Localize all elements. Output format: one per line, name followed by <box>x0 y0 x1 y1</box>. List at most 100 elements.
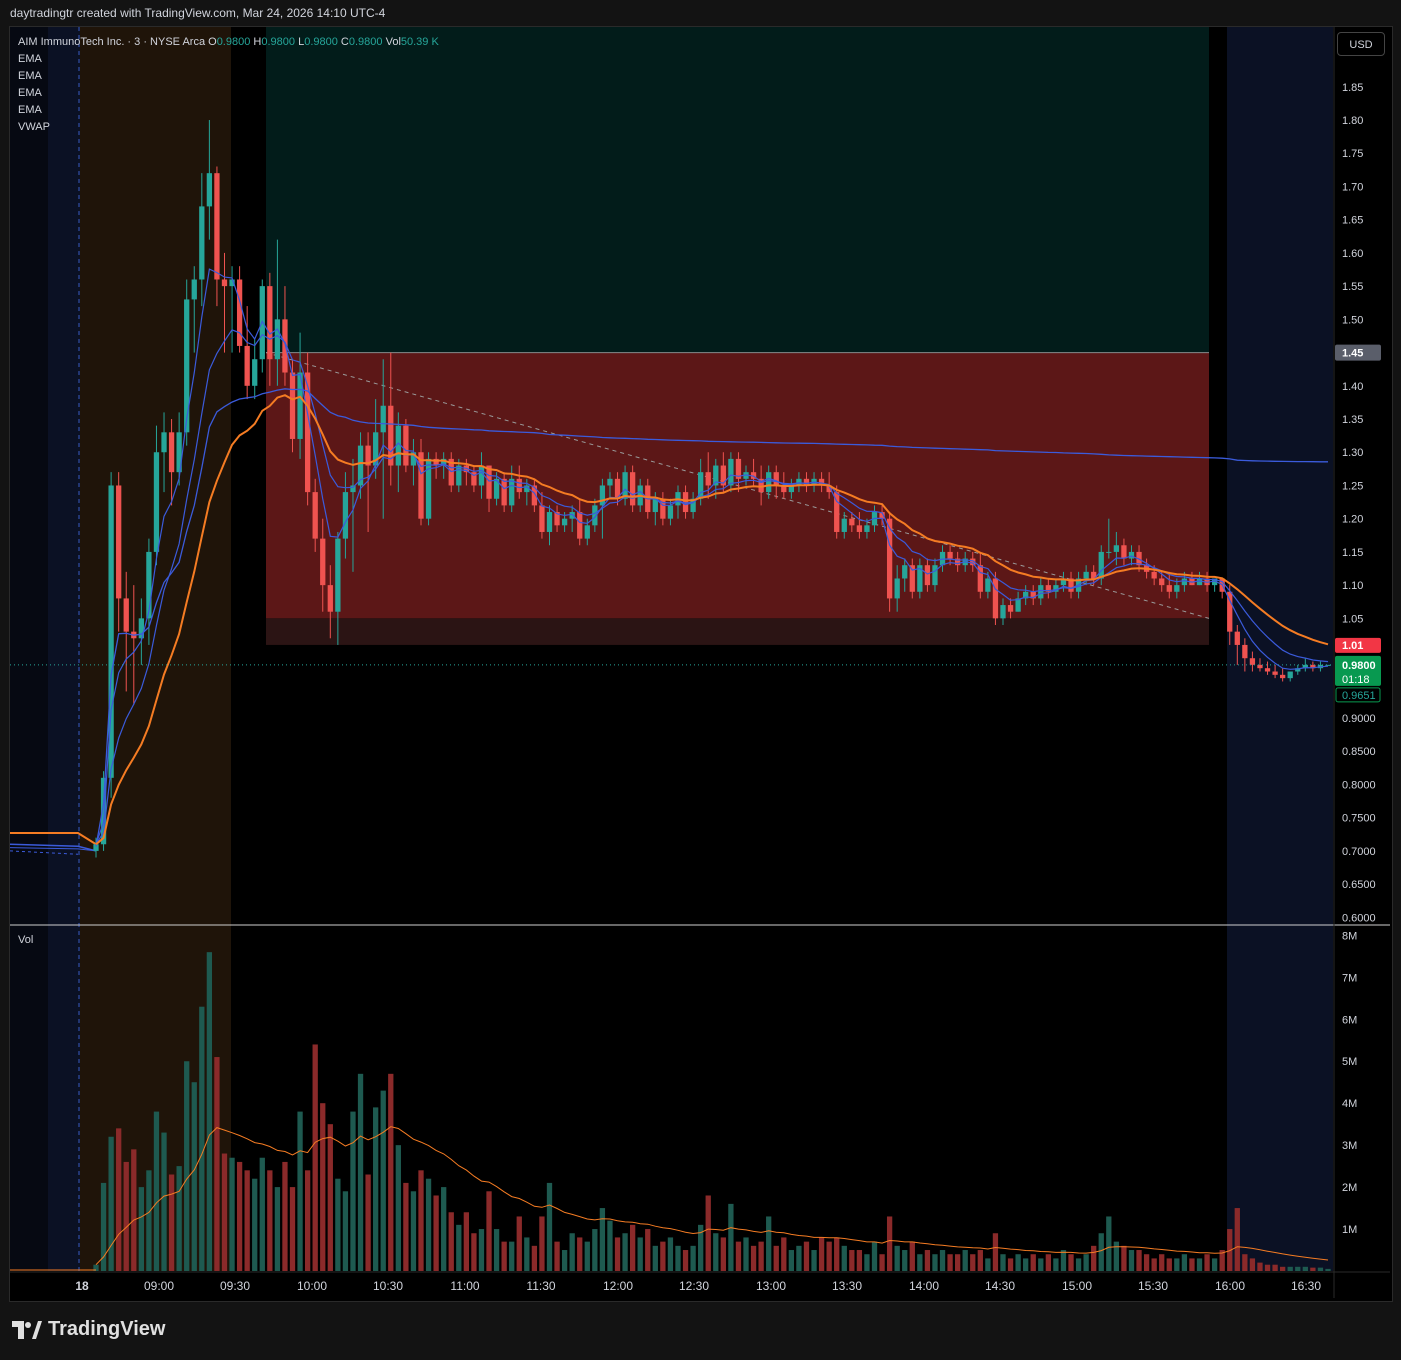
candle-body <box>146 551 152 619</box>
volume-bar <box>713 1233 719 1271</box>
candle-body <box>886 518 893 599</box>
candle-body <box>561 518 568 526</box>
candle-body <box>312 492 318 539</box>
candle-body <box>728 458 734 486</box>
volume-bar <box>977 1250 983 1271</box>
volume-bar <box>1264 1264 1271 1271</box>
volume-bar <box>1106 1216 1112 1271</box>
ohlc-row: AIM ImmunoTech Inc. · 3 · NYSE Arca O0.9… <box>18 34 439 51</box>
candle-body <box>1295 668 1301 672</box>
volume-bar <box>743 1237 749 1271</box>
candle-body <box>123 598 129 632</box>
volume-bar <box>1234 1208 1240 1271</box>
candle-body <box>191 279 197 300</box>
indicator-ema-2[interactable]: EMA <box>18 70 42 82</box>
volume-bar <box>637 1237 643 1271</box>
volume-bar <box>954 1254 961 1271</box>
price-tick-label: 1.75 <box>1342 148 1363 160</box>
price-tick-label: 1.80 <box>1342 115 1363 127</box>
volume-bar <box>947 1254 953 1271</box>
early-session-bg <box>10 27 48 1271</box>
candle-body <box>342 492 349 539</box>
volume-bar <box>864 1254 870 1271</box>
time-tick-label: 13:30 <box>832 1279 862 1293</box>
candle-body <box>599 485 606 506</box>
candle-body <box>909 565 915 592</box>
candle-body <box>554 512 560 526</box>
volume-ma-line <box>95 1126 1329 1266</box>
chart-attribution: daytradingtr created with TradingView.co… <box>10 6 386 20</box>
candle-body <box>924 565 931 586</box>
volume-bar <box>1083 1254 1089 1271</box>
candle-body <box>954 558 961 566</box>
volume-bar <box>214 1057 220 1271</box>
volume-bar <box>236 1161 243 1271</box>
candle-body <box>1113 545 1120 552</box>
volume-bar <box>199 1006 205 1271</box>
candle-body <box>1030 591 1036 599</box>
volume-bar <box>750 1245 757 1271</box>
low-value: 0.9800 <box>304 36 338 48</box>
candle-body <box>773 472 779 486</box>
volume-bar <box>773 1245 779 1271</box>
candle-body <box>947 551 953 559</box>
open-value: 0.9800 <box>216 36 251 48</box>
ema-fast-line <box>95 268 1329 845</box>
price-axis: 1.85 1.80 1.75 1.70 1.65 1.60 1.55 1.50 1.40 1.35… <box>1342 82 1376 925</box>
indicator-ema-1[interactable]: EMA <box>18 53 42 65</box>
volume-bar <box>357 1073 364 1271</box>
currency-button[interactable]: USD <box>1337 32 1385 56</box>
candle-body <box>100 777 107 845</box>
time-tick-label: 14:30 <box>985 1279 1015 1293</box>
candle-body <box>803 478 810 486</box>
candle-body <box>992 578 999 619</box>
price-tick-label: 1.55 <box>1342 281 1363 293</box>
brand-name: TradingView <box>48 1318 166 1340</box>
symbol-name[interactable]: AIM ImmunoTech Inc. · 3 · NYSE Arca <box>18 36 206 48</box>
indicator-vwap[interactable]: VWAP <box>18 121 50 133</box>
target-price-badge: 1.45 <box>1335 344 1381 361</box>
price-tick-label: 1.65 <box>1342 215 1363 227</box>
candle-body <box>418 452 424 519</box>
candle-body <box>1227 591 1233 632</box>
target-price-badge-bg <box>1335 344 1381 361</box>
indicator-ema-4[interactable]: EMA <box>18 104 42 116</box>
indicator-ema-3[interactable]: EMA <box>18 87 42 99</box>
volume-bar <box>1075 1258 1082 1271</box>
ema-mid-line <box>95 329 1329 845</box>
volume-bar <box>939 1250 946 1271</box>
candle-body <box>236 279 243 346</box>
candle-body <box>970 558 976 566</box>
volume-bar <box>781 1237 787 1271</box>
volume-bar <box>803 1241 810 1271</box>
volume-bar <box>229 1157 235 1271</box>
candle-body <box>690 498 696 513</box>
candle-body <box>1181 578 1188 586</box>
volume-bar <box>252 1178 258 1271</box>
volume-tick-label: 3M <box>1342 1140 1357 1152</box>
candle-body <box>917 565 923 592</box>
price-tick-label: 1.60 <box>1342 248 1363 260</box>
premarket-bg <box>80 27 231 1271</box>
candle-body <box>433 458 439 466</box>
volume-bar <box>818 1237 825 1271</box>
volume-bar <box>599 1208 606 1271</box>
target-price-badge-text: 1.45 <box>1342 348 1363 360</box>
volume-bar <box>373 1107 379 1271</box>
volume-bar <box>1280 1266 1286 1271</box>
candle-body <box>781 485 787 493</box>
candle-body <box>667 505 674 519</box>
candle-body <box>1310 664 1316 669</box>
candle-body <box>1068 578 1074 592</box>
candle-body <box>1174 585 1180 592</box>
volume-value: 50.39 K <box>400 36 439 48</box>
volume-bar <box>425 1178 432 1271</box>
volume-bar <box>380 1090 386 1271</box>
volume-bar <box>1159 1254 1165 1271</box>
volume-bar <box>698 1224 704 1271</box>
volume-bar <box>1015 1254 1021 1271</box>
volume-bar <box>478 1229 485 1271</box>
volume-bar <box>531 1245 538 1271</box>
volume-bar <box>849 1250 855 1271</box>
